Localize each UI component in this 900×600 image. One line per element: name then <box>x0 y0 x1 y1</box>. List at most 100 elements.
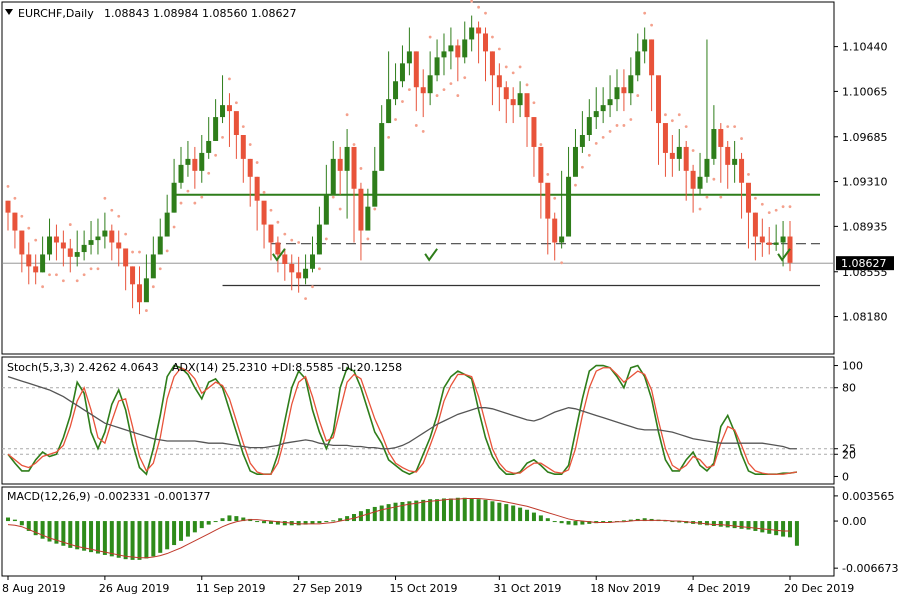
candle-body <box>393 81 399 100</box>
macd-bar <box>75 521 80 550</box>
x-tick-label: 11 Sep 2019 <box>196 582 266 595</box>
candle-body <box>178 164 184 183</box>
sar-dot <box>145 309 148 312</box>
macd-bar <box>642 518 647 522</box>
sar-dot <box>753 196 757 200</box>
macd-bar <box>192 521 197 533</box>
macd-bar <box>296 521 301 526</box>
macd-bar <box>704 521 709 526</box>
sar-dot <box>733 125 737 129</box>
sar-dot <box>186 189 190 193</box>
macd-bar <box>303 521 308 525</box>
sar-dot <box>712 177 716 181</box>
sar-dot <box>747 173 750 176</box>
candle-body <box>739 158 745 183</box>
candle-body <box>455 45 461 58</box>
macd-bar <box>12 519 17 522</box>
dropdown-triangle-icon[interactable] <box>5 9 13 15</box>
sar-dot <box>484 11 487 15</box>
sar-dot <box>435 94 439 97</box>
candle-body <box>441 51 447 58</box>
candle-body <box>275 242 281 255</box>
candle-body <box>406 51 412 64</box>
sar-dot <box>158 267 162 271</box>
sar-dot <box>304 297 307 301</box>
sar-dot <box>691 149 695 152</box>
candle-body <box>220 105 226 118</box>
candle-body <box>531 117 537 147</box>
macd-y-tick-label: 0.00 <box>842 515 867 528</box>
macd-bar <box>462 497 467 522</box>
candle-body <box>593 111 599 118</box>
sar-dot <box>373 207 377 211</box>
x-tick-label: 20 Dec 2019 <box>784 582 854 595</box>
macd-bar <box>760 521 765 533</box>
macd-bar <box>587 521 592 524</box>
sar-dot <box>684 125 688 129</box>
y-axis-ticks: 1.104401.100651.096851.093101.089351.085… <box>834 41 898 575</box>
macd-bar <box>601 521 606 523</box>
sar-dot <box>539 143 543 146</box>
sar-dot <box>366 237 370 241</box>
adx-label: ADX(14) 25.2310 +DI:8.5585 -DI:20.1258 <box>172 361 402 374</box>
stoch-grid <box>2 387 834 455</box>
sar-dot <box>587 153 591 157</box>
macd-signal-line <box>7 497 790 559</box>
sar-dot <box>82 273 86 277</box>
current-price-tag: 1.08627 <box>836 256 894 271</box>
sar-dot <box>594 141 598 145</box>
candle-body <box>185 158 191 165</box>
checkmark-icon <box>777 248 791 262</box>
sar-dot <box>241 125 245 129</box>
macd-bar <box>718 521 723 527</box>
candle-body <box>773 242 779 245</box>
price-y-tick-label: 1.09310 <box>842 176 888 189</box>
sar-dot <box>580 165 584 169</box>
candle-body <box>732 158 738 165</box>
candle-body <box>206 140 212 153</box>
stoch-y-tick-label: 100 <box>842 360 863 373</box>
sar-dot <box>27 226 31 230</box>
macd-bar <box>794 521 799 546</box>
macd-bar <box>68 521 73 548</box>
macd-bar <box>234 516 239 522</box>
sar-dot <box>442 88 446 92</box>
x-axis-ticks: 8 Aug 2019 26 Aug 2019 11 Sep 2019 27 Sep 2… <box>2 576 854 595</box>
sar-dot <box>629 118 633 121</box>
sar-dot <box>255 161 259 164</box>
sar-dot <box>574 183 577 187</box>
sar-dot <box>394 118 397 121</box>
macd-bar <box>165 521 170 550</box>
candle-body <box>254 176 260 201</box>
sar-dot <box>463 76 467 80</box>
sar-dot <box>297 241 301 244</box>
macd-bar <box>47 521 52 542</box>
sar-dot <box>75 279 79 283</box>
macd-bar <box>393 502 398 522</box>
x-tick-label: 15 Oct 2019 <box>390 582 458 595</box>
macd-bar <box>566 521 571 525</box>
sar-dot <box>262 190 266 194</box>
sar-dot <box>214 153 218 157</box>
x-tick-label: 26 Aug 2019 <box>99 582 169 595</box>
candle-body <box>759 236 765 243</box>
macd-bar <box>130 521 135 560</box>
macd-bar <box>628 519 633 522</box>
sar-dot <box>601 135 605 139</box>
candle-body <box>171 182 177 213</box>
candle-body <box>386 99 392 124</box>
stoch-y-tick-label: 80 <box>842 382 856 395</box>
stoch-y-tick-label: 0 <box>842 470 849 483</box>
macd-bar <box>497 502 502 522</box>
macd-bar <box>435 499 440 522</box>
candle-body <box>74 252 80 257</box>
sar-dot <box>608 130 612 133</box>
candle-body <box>330 158 336 195</box>
candle-body <box>780 236 786 243</box>
candle-body <box>289 264 295 273</box>
candle-body <box>365 206 371 231</box>
sar-dot <box>234 101 238 105</box>
sar-dot <box>387 135 391 139</box>
macd-bar <box>82 521 87 551</box>
candle-body <box>19 230 25 255</box>
